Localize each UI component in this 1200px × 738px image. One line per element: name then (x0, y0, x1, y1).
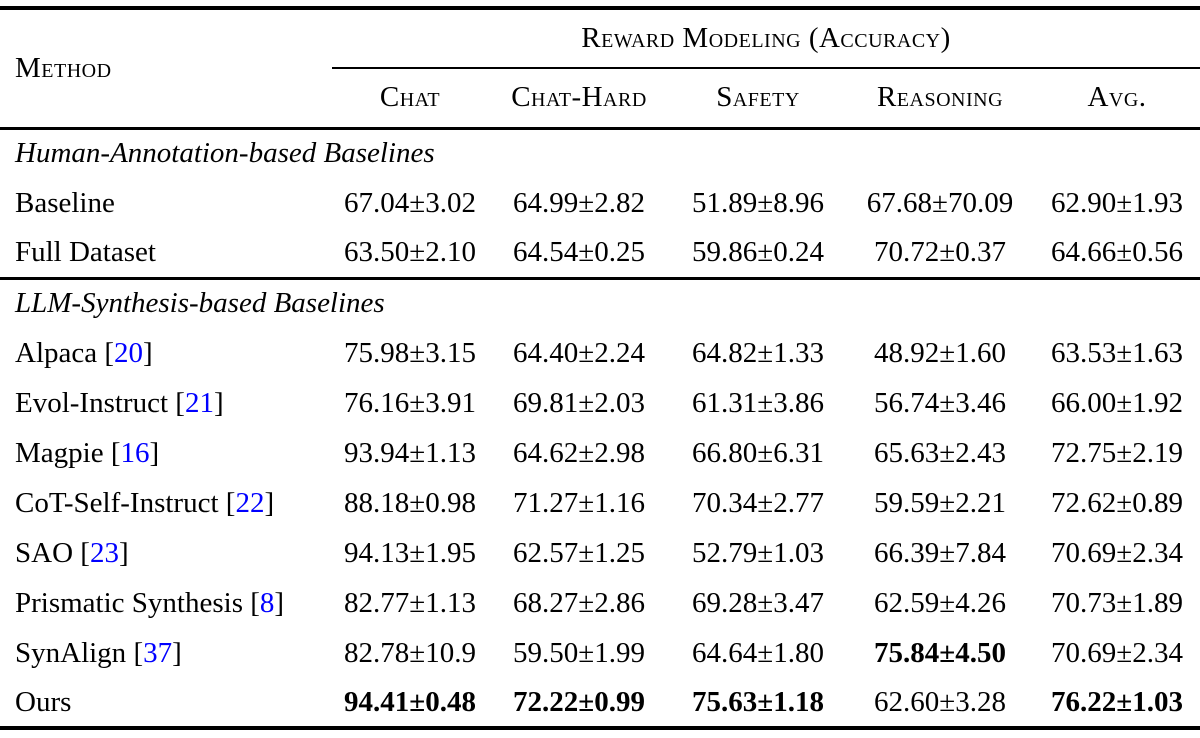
table-row: Alpaca [20] 75.98±3.15 64.40±2.24 64.82±1.3… (0, 328, 1200, 378)
table-body: Human-Annotation-based Baselines Baseline… (0, 128, 1200, 728)
section-title: Human-Annotation-based Baselines (15, 137, 435, 170)
value-cell: 75.98±3.15 (344, 336, 476, 369)
section-header-row: Human-Annotation-based Baselines (0, 128, 1200, 178)
col-header-reasoning: Reasoning (846, 68, 1034, 130)
value-cell: 64.64±1.80 (692, 636, 824, 669)
value-cell: 94.41±0.48 (344, 685, 476, 718)
method-cell: SynAlign [37] (15, 636, 182, 669)
table-row: Evol-Instruct [21] 76.16±3.91 69.81±2.03 61… (0, 378, 1200, 428)
table-row: Magpie [16] 93.94±1.13 64.62±2.98 66.80±6.3… (0, 428, 1200, 478)
value-cell: 64.82±1.33 (692, 336, 824, 369)
method-cell: Magpie [16] (15, 436, 160, 469)
table-row: Prismatic Synthesis [8] 82.77±1.13 68.27±2… (0, 578, 1200, 628)
value-cell: 64.40±2.24 (513, 336, 645, 369)
value-cell: 65.63±2.43 (874, 436, 1006, 469)
table-row: Baseline 67.04±3.02 64.99±2.82 51.89±8.96 67… (0, 178, 1200, 228)
value-cell: 62.59±4.26 (874, 586, 1006, 619)
value-cell: 76.22±1.03 (1051, 685, 1183, 718)
value-cell: 66.00±1.92 (1051, 386, 1183, 419)
group-header-reward-modeling: Reward Modeling (Accuracy) (332, 8, 1200, 69)
value-cell: 67.68±70.09 (866, 186, 1014, 219)
value-cell: 63.53±1.63 (1051, 336, 1183, 369)
citation-link[interactable]: 37 (143, 636, 173, 669)
header-group-row: Method Reward Modeling (Accuracy) (0, 8, 1200, 130)
value-cell: 64.66±0.56 (1051, 235, 1183, 268)
table-row: Ours 94.41±0.48 72.22±0.99 75.63±1.18 62.60±… (0, 678, 1200, 728)
results-table: Method Reward Modeling (Accuracy) Chat C… (0, 6, 1200, 730)
citation-link[interactable]: 8 (259, 586, 275, 619)
value-cell: 63.50±2.10 (344, 235, 476, 268)
col-header-method: Method (0, 8, 332, 130)
value-cell: 72.75±2.19 (1051, 436, 1183, 469)
value-cell: 59.86±0.24 (692, 235, 824, 268)
value-cell: 70.69±2.34 (1051, 636, 1183, 669)
method-cell: Alpaca [20] (15, 336, 153, 369)
value-cell: 62.60±3.28 (874, 685, 1006, 718)
value-cell: 64.99±2.82 (513, 186, 645, 219)
value-cell: 56.74±3.46 (874, 386, 1006, 419)
method-cell: Ours (15, 685, 72, 718)
header-columns-row: Chat Chat-Hard Safety Reasoning Avg. (0, 68, 1200, 130)
value-cell: 76.16±3.91 (344, 386, 476, 419)
method-cell: Baseline (15, 186, 115, 219)
table-row: Full Dataset 63.50±2.10 64.54±0.25 59.86±0.… (0, 228, 1200, 278)
value-cell: 70.73±1.89 (1051, 586, 1183, 619)
value-cell: 69.81±2.03 (513, 386, 645, 419)
value-cell: 68.27±2.86 (513, 586, 645, 619)
section-title: LLM-Synthesis-based Baselines (0, 276, 1200, 328)
method-cell: SAO [23] (15, 536, 129, 569)
value-cell: 70.72±0.37 (874, 235, 1006, 268)
value-cell: 59.59±2.21 (874, 486, 1006, 519)
citation-link[interactable]: 22 (235, 486, 265, 519)
value-cell: 72.62±0.89 (1051, 486, 1183, 519)
method-cell: Evol-Instruct [21] (15, 386, 224, 419)
value-cell: 66.80±6.31 (692, 436, 824, 469)
value-cell: 70.69±2.34 (1051, 536, 1183, 569)
value-cell: 82.78±10.9 (344, 636, 476, 669)
value-cell: 70.34±2.77 (692, 486, 824, 519)
citation-link[interactable]: 16 (120, 436, 150, 469)
method-cell: Full Dataset (15, 235, 156, 268)
value-cell: 51.89±8.96 (692, 186, 824, 219)
table-row: SynAlign [37] 82.78±10.9 59.50±1.99 64.64±1… (0, 628, 1200, 678)
citation-link[interactable]: 21 (184, 386, 214, 419)
value-cell: 48.92±1.60 (874, 336, 1006, 369)
col-header-safety: Safety (670, 68, 846, 130)
value-cell: 52.79±1.03 (692, 536, 824, 569)
value-cell: 82.77±1.13 (344, 586, 476, 619)
value-cell: 61.31±3.86 (692, 386, 824, 419)
table-row: CoT-Self-Instruct [22] 88.18±0.98 71.27±1.… (0, 478, 1200, 528)
value-cell: 59.50±1.99 (513, 636, 645, 669)
method-cell: CoT-Self-Instruct [22] (15, 486, 275, 519)
value-cell: 72.22±0.99 (513, 685, 645, 718)
value-cell: 62.57±1.25 (513, 536, 645, 569)
value-cell: 69.28±3.47 (692, 586, 824, 619)
value-cell: 66.39±7.84 (874, 536, 1006, 569)
col-header-avg: Avg. (1034, 68, 1200, 130)
value-cell: 64.62±2.98 (513, 436, 645, 469)
value-cell: 88.18±0.98 (344, 486, 476, 519)
method-cell: Prismatic Synthesis [8] (15, 586, 285, 619)
section-header-row: LLM-Synthesis-based Baselines (0, 276, 1200, 328)
value-cell: 62.90±1.93 (1051, 186, 1183, 219)
value-cell: 75.63±1.18 (692, 685, 824, 718)
value-cell: 94.13±1.95 (344, 536, 476, 569)
citation-link[interactable]: 20 (114, 336, 144, 369)
col-header-chat-hard: Chat-Hard (488, 68, 670, 130)
col-header-chat: Chat (332, 68, 488, 130)
value-cell: 71.27±1.16 (513, 486, 645, 519)
citation-link[interactable]: 23 (89, 536, 119, 569)
value-cell: 67.04±3.02 (344, 186, 476, 219)
value-cell: 93.94±1.13 (344, 436, 476, 469)
table-row: SAO [23] 94.13±1.95 62.57±1.25 52.79±1.03 66… (0, 528, 1200, 578)
value-cell: 75.84±4.50 (874, 636, 1006, 669)
value-cell: 64.54±0.25 (513, 235, 645, 268)
